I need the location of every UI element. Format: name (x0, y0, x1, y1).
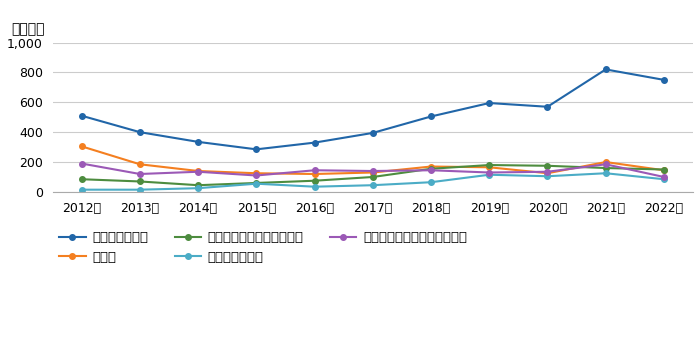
Line: 科学研究・技術サービス業: 科学研究・技術サービス業 (79, 162, 666, 188)
科学研究・技術サービス業 (78, 177, 86, 181)
科学研究・技術サービス業 (485, 163, 494, 167)
宿泊業・飲食業 (369, 183, 377, 187)
宿泊業・飲食業 (136, 187, 144, 192)
卸売業・小売業 (252, 147, 260, 152)
宿泊業・飲食業 (601, 171, 610, 175)
リース・ビジネスサービス業 (485, 170, 494, 175)
製造業 (427, 164, 435, 169)
科学研究・技術サービス業 (601, 166, 610, 170)
宿泊業・飲食業 (252, 181, 260, 186)
製造業 (601, 160, 610, 164)
製造業 (310, 172, 319, 176)
科学研究・技術サービス業 (252, 181, 260, 185)
卸売業・小売業 (485, 101, 494, 105)
科学研究・技術サービス業 (427, 166, 435, 171)
宿泊業・飲食業 (194, 186, 202, 190)
科学研究・技術サービス業 (369, 175, 377, 179)
リース・ビジネスサービス業 (659, 175, 668, 179)
卸売業・小売業 (369, 131, 377, 135)
リース・ビジネスサービス業 (543, 170, 552, 174)
Line: 製造業: 製造業 (79, 143, 666, 177)
宿泊業・飲食業 (427, 180, 435, 184)
製造業 (659, 168, 668, 173)
科学研究・技術サービス業 (136, 179, 144, 184)
宿泊業・飲食業 (78, 187, 86, 192)
卸売業・小売業 (136, 130, 144, 134)
リース・ビジネスサービス業 (252, 173, 260, 178)
科学研究・技術サービス業 (543, 164, 552, 168)
リース・ビジネスサービス業 (310, 168, 319, 173)
宿泊業・飲食業 (543, 174, 552, 178)
製造業 (136, 162, 144, 166)
製造業 (252, 171, 260, 175)
科学研究・技術サービス業 (310, 179, 319, 183)
Line: 卸売業・小売業: 卸売業・小売業 (79, 67, 666, 152)
Legend: 卸売業・小売業, 製造業, 科学研究・技術サービス業, 宿泊業・飲食業, リース・ビジネスサービス業: 卸売業・小売業, 製造業, 科学研究・技術サービス業, 宿泊業・飲食業, リース… (59, 231, 467, 264)
製造業 (485, 165, 494, 169)
卸売業・小売業 (427, 114, 435, 119)
製造業 (369, 170, 377, 175)
卸売業・小売業 (310, 141, 319, 145)
卸売業・小売業 (543, 105, 552, 109)
製造業 (78, 144, 86, 148)
製造業 (194, 169, 202, 173)
製造業 (543, 171, 552, 175)
リース・ビジネスサービス業 (194, 170, 202, 174)
Text: （社数）: （社数） (11, 23, 44, 37)
Line: リース・ビジネスサービス業: リース・ビジネスサービス業 (79, 161, 666, 180)
リース・ビジネスサービス業 (427, 168, 435, 173)
リース・ビジネスサービス業 (136, 172, 144, 176)
卸売業・小売業 (78, 114, 86, 118)
宿泊業・飲食業 (485, 173, 494, 177)
リース・ビジネスサービス業 (369, 169, 377, 173)
科学研究・技術サービス業 (659, 168, 668, 172)
卸売業・小売業 (601, 67, 610, 72)
宿泊業・飲食業 (310, 185, 319, 189)
リース・ビジネスサービス業 (601, 162, 610, 166)
リース・ビジネスサービス業 (78, 162, 86, 166)
宿泊業・飲食業 (659, 177, 668, 181)
科学研究・技術サービス業 (194, 183, 202, 187)
Line: 宿泊業・飲食業: 宿泊業・飲食業 (79, 170, 666, 192)
卸売業・小売業 (659, 78, 668, 82)
卸売業・小売業 (194, 140, 202, 144)
